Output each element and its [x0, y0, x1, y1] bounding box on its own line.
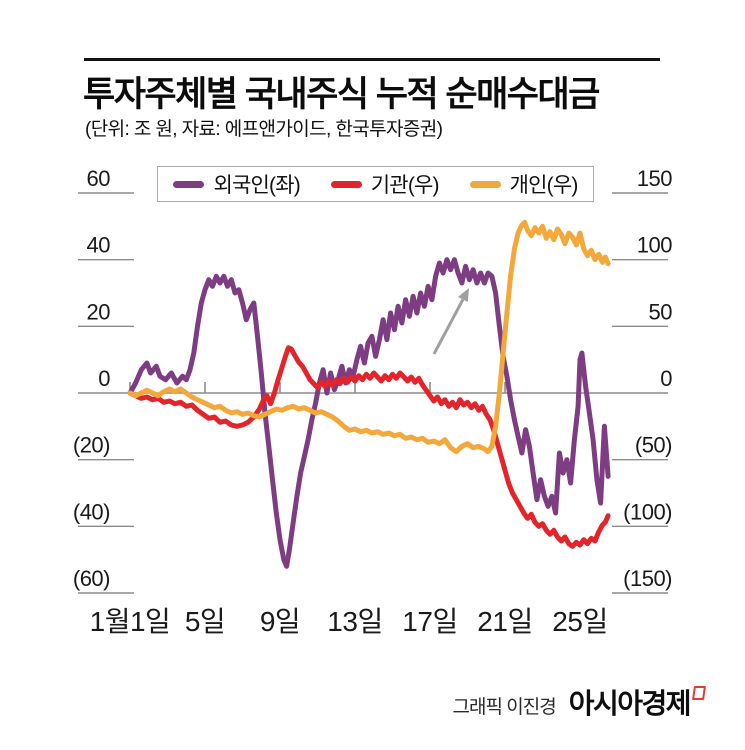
annotation-arrow-head-icon [458, 288, 469, 303]
credit-text: 그래픽 이진경 [452, 697, 557, 718]
line-chart: 60 40 20 0 (20) (40) (60) 150 100 50 0 (50) (100) (15… [73, 166, 673, 637]
right-axis-label: 50 [649, 299, 673, 324]
x-axis-label: 13일 [327, 606, 382, 637]
brand-logo-text: 아시아경제 [568, 682, 706, 722]
right-axis-label: (50) [635, 433, 672, 458]
left-axis-label: (40) [73, 499, 110, 524]
legend-item-institutions: 기관(우) [330, 169, 440, 199]
left-axis-label: 40 [87, 233, 111, 258]
annotation-arrow-shaft [432, 298, 465, 355]
foreigners-line-swatch-icon [173, 180, 205, 188]
left-axis-label: 60 [87, 166, 111, 191]
brand-mark-icon [692, 686, 706, 700]
legend-label-institutions: 기관(우) [370, 174, 440, 197]
legend-item-individuals: 개인(우) [469, 169, 579, 199]
x-axis-label: 21일 [477, 606, 532, 637]
institutions-line-swatch-icon [330, 180, 362, 188]
x-axis-label: 17일 [402, 606, 457, 637]
left-axis-label: (20) [73, 433, 110, 458]
right-axis-label: (150) [623, 566, 672, 591]
chart-legend: 외국인(좌) 기관(우) 개인(우) [157, 166, 594, 202]
top-rule [84, 58, 660, 61]
credit-line: 그래픽 이진경 아시아경제 [452, 682, 706, 722]
x-axis-label: 25일 [552, 606, 607, 637]
series-line-1 [127, 345, 611, 549]
legend-item-foreigners: 외국인(좌) [173, 169, 301, 199]
right-axis-label: 150 [637, 166, 672, 191]
individuals-line-swatch-icon [469, 180, 501, 188]
left-axis-label: 20 [87, 299, 111, 324]
right-axis-label: (100) [623, 499, 672, 524]
page-title: 투자주체별 국내주식 누적 순매수대금 [83, 75, 600, 114]
x-axis-label: 1월1일 [90, 606, 171, 637]
x-axis-label: 5일 [185, 606, 225, 637]
left-axis-label: (60) [73, 566, 110, 591]
legend-label-foreigners: 외국인(좌) [213, 174, 300, 197]
left-axis-label: 0 [98, 366, 110, 391]
series-line-0 [127, 257, 611, 569]
series-line-2 [127, 219, 611, 455]
x-axis-label: 9일 [260, 606, 300, 637]
legend-label-individuals: 개인(우) [509, 174, 579, 197]
right-axis-label: 0 [660, 366, 672, 391]
brand-name: 아시아경제 [568, 688, 692, 719]
right-axis-label: 100 [637, 233, 672, 258]
chart-subtitle: (단위: 조 원, 자료: 에프앤가이드, 한국투자증권) [85, 119, 443, 140]
